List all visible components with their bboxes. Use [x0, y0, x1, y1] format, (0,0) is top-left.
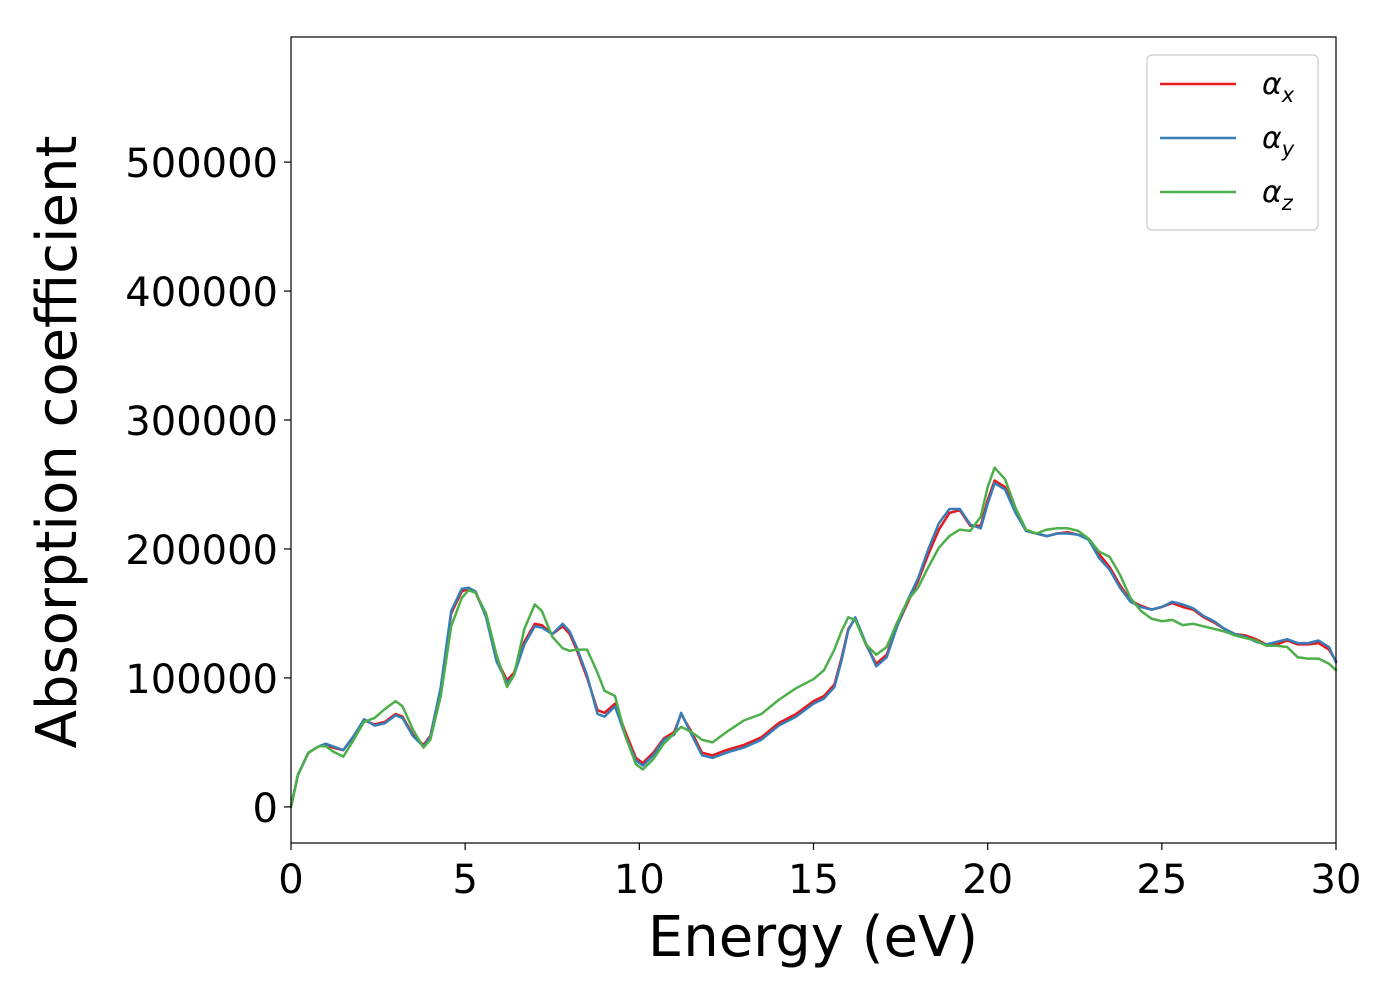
legend-symbol: α: [1262, 175, 1282, 210]
x-tick-label: 10: [614, 857, 665, 903]
legend-symbol: α: [1262, 67, 1282, 102]
y-tick-label: 200000: [125, 528, 278, 574]
y-axis: 0 100000 200000 300000 400000 500000: [125, 141, 291, 832]
series-layer: [289, 466, 1338, 809]
y-tick-label: 400000: [125, 270, 278, 316]
legend-label-x: αx: [1262, 67, 1295, 107]
x-tick-label: 5: [452, 857, 477, 903]
y-tick-label: 500000: [125, 141, 278, 187]
legend-symbol: α: [1262, 121, 1282, 156]
y-tick-label: 100000: [125, 657, 278, 703]
legend-label-y: αy: [1262, 121, 1295, 161]
y-axis-title: Absorption coefficient: [25, 136, 90, 749]
y-tick-label: 300000: [125, 399, 278, 445]
y-tick-label: 0: [253, 786, 278, 832]
x-tick-label: 20: [962, 857, 1013, 903]
legend-frame: [1146, 54, 1319, 231]
x-tick-label: 0: [278, 857, 303, 903]
x-tick-label: 15: [788, 857, 839, 903]
legend-subscript: x: [1281, 83, 1295, 107]
x-tick-label: 25: [1136, 857, 1187, 903]
series-line-y: [289, 481, 1338, 809]
x-axis: 0 5 10 15 20 25 30: [278, 843, 1361, 903]
x-axis-title: Energy (eV): [648, 905, 978, 970]
legend-subscript: z: [1281, 191, 1294, 215]
x-tick-label: 30: [1311, 857, 1362, 903]
legend-label-z: αz: [1262, 175, 1294, 215]
series-line-z: [289, 466, 1338, 809]
legend-subscript: y: [1281, 137, 1295, 161]
